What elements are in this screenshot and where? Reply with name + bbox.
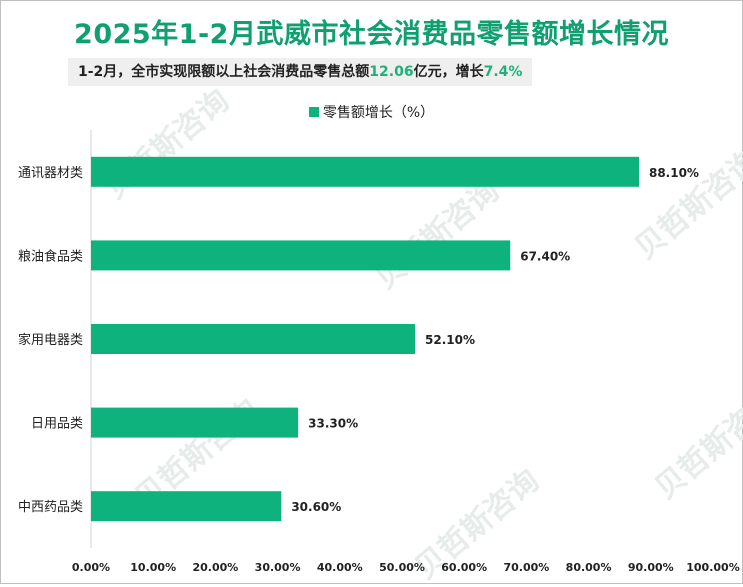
category-label: 中西药品类: [18, 500, 83, 515]
subtitle-growth: 7.4%: [483, 64, 523, 80]
x-tick-label: 0.00%: [72, 561, 110, 574]
x-tick-label: 80.00%: [566, 561, 612, 574]
chart-title: 2025年1-2月武威市社会消费品零售额增长情况: [74, 19, 669, 50]
x-tick-label: 20.00%: [192, 561, 238, 574]
x-tick-label: 60.00%: [441, 561, 487, 574]
x-tick-label: 30.00%: [255, 561, 301, 574]
x-tick-label: 10.00%: [130, 561, 176, 574]
data-label: 30.60%: [291, 500, 341, 514]
category-label: 日用品类: [31, 417, 83, 432]
chart-subtitle: 1-2月，全市实现限额以上社会消费品零售总额12.06亿元，增长7.4%: [68, 58, 533, 86]
legend-label: 零售额增长（%）: [322, 105, 435, 121]
subtitle-prefix: 1-2月，全市实现限额以上社会消费品零售总额: [78, 64, 370, 80]
x-tick-label: 40.00%: [317, 561, 363, 574]
subtitle-amount: 12.06: [369, 64, 414, 80]
bar: [91, 156, 639, 187]
x-tick-label: 100.00%: [686, 561, 739, 574]
chart-legend: 零售额增长（%）: [0, 102, 743, 122]
category-label: 家用电器类: [18, 332, 83, 348]
data-label: 88.10%: [649, 166, 699, 180]
data-label: 67.40%: [520, 249, 570, 263]
category-label: 通讯器材类: [18, 166, 83, 181]
data-label: 33.30%: [308, 417, 358, 431]
subtitle-middle: 亿元，增长: [413, 64, 484, 80]
bar: [91, 491, 282, 522]
x-tick-label: 90.00%: [628, 561, 674, 574]
bar: [91, 407, 299, 438]
category-label: 粮油食品类: [18, 248, 83, 264]
legend-swatch: [308, 107, 319, 117]
x-tick-label: 70.00%: [503, 561, 549, 574]
bar: [91, 240, 511, 271]
data-label: 52.10%: [425, 333, 475, 347]
bar: [91, 324, 416, 354]
x-tick-label: 50.00%: [379, 561, 425, 574]
